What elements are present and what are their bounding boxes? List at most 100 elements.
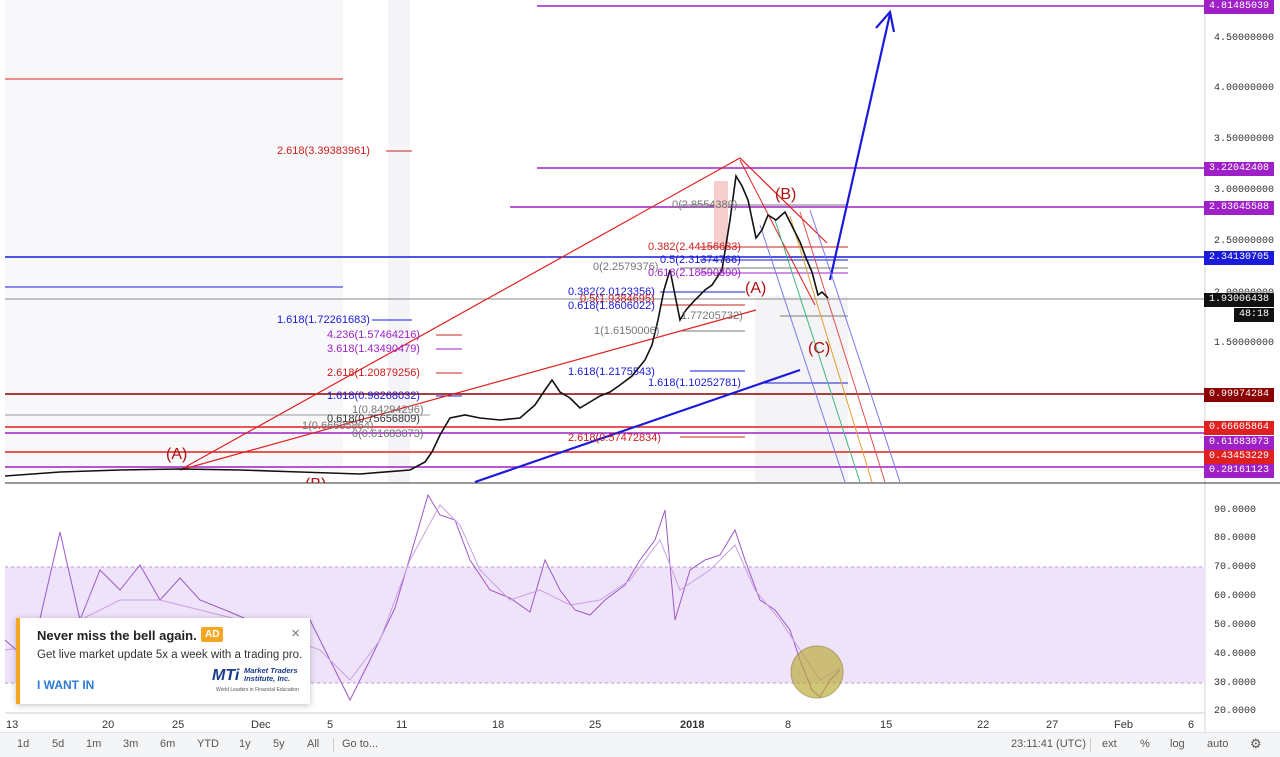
rsi-axis-label: 30.0000 [1214,678,1257,689]
time-axis-label: Feb [1114,719,1133,731]
arrow-head [875,9,896,33]
time-axis-label: 25 [589,719,602,731]
price-tag[interactable]: 1.93006438 [1203,293,1274,307]
price-axis-label: 3.00000000 [1214,185,1275,196]
ad-popup[interactable]: Never miss the bell again. AD × Get live… [16,618,310,704]
time-axis-label: Dec [251,719,271,731]
red-wedge[interactable] [179,309,757,471]
fib-label: 1.618(1.10252781) [648,377,741,389]
wave-label[interactable]: (B) [775,186,797,203]
wave-label[interactable]: (A) [745,280,767,297]
fib-label: 0(2.8554389) [672,199,738,211]
rsi-axis-label: 80.0000 [1214,533,1257,544]
close-icon[interactable]: × [291,625,300,642]
red-triangle[interactable] [179,157,828,471]
shaded-zone [5,0,343,470]
blue-trendline[interactable] [474,368,801,484]
range-1d[interactable]: 1d [17,738,30,750]
fib-label: 0.618(1.8606022) [568,300,655,312]
toolbar-separator [333,738,334,752]
goto-button[interactable]: Go to... [342,738,379,750]
red-leg[interactable] [739,159,816,306]
range-1m[interactable]: 1m [86,738,102,750]
bottom-toolbar: 1d 5d 1m 3m 6m YTD 1y 5y All Go to... 23… [0,732,1280,757]
highlight-box [714,181,728,247]
time-axis-label: 8 [785,719,792,731]
toolbar-separator [1090,738,1091,752]
i-want-in-button[interactable]: I WANT IN [37,678,95,692]
wave-label[interactable]: (C) [808,340,831,357]
fib-label: 1(1.6150006) [594,325,660,337]
price-tag[interactable]: 0.43453229 [1203,450,1274,464]
fib-label: 3.618(1.43490479) [327,343,420,355]
fib-label: 1.77205732) [681,310,743,322]
time-axis-label: 2018 [680,719,705,731]
mti-logo: MTi Market Traders Institute, Inc. World… [212,665,308,695]
fib-label: 2.618(0.57472834) [568,432,661,444]
range-6m[interactable]: 6m [160,738,176,750]
fib-label: 1.618(0.98268032) [327,390,420,402]
rsi-highlight-circle[interactable] [790,645,844,699]
fib-label: 2.618(1.20879256) [327,367,420,379]
rsi-axis-label: 70.0000 [1214,562,1257,573]
settings-gear-icon[interactable]: ⚙ [1250,736,1262,751]
wave-label[interactable]: (A) [166,446,188,463]
fib-label: 4.236(1.57464216) [327,329,420,341]
price-axis-label: 4.50000000 [1214,33,1275,44]
fib-label: 0.5(2.31374766) [660,254,741,266]
logo-tagline: World Leaders in Financial Education [216,687,299,693]
rsi-axis-label: 40.0000 [1214,649,1257,660]
range-all[interactable]: All [307,738,320,750]
fib-label: 0(0.61683073) [352,428,424,440]
time-axis-label: 27 [1046,719,1059,731]
price-tag[interactable]: 4.81485039 [1203,0,1274,14]
wave-label[interactable]: (B) [305,476,326,483]
range-5d[interactable]: 5d [52,738,65,750]
auto-toggle[interactable]: auto [1207,738,1229,750]
price-tag[interactable]: 0.66605864 [1203,421,1274,435]
pitchfork[interactable] [759,209,901,483]
clock[interactable]: 23:11:41 (UTC) [1011,738,1086,750]
price-tag[interactable]: 3.22042408 [1203,162,1274,176]
ext-toggle[interactable]: ext [1102,738,1117,750]
price-tag[interactable]: 0.28161123 [1203,464,1274,478]
range-ytd[interactable]: YTD [197,738,219,750]
fib-label: 1.618(1.72261683) [277,314,370,326]
time-axis-label: 25 [172,719,185,731]
price-chart[interactable] [0,0,1280,732]
countdown-tag: 48:18 [1233,308,1274,322]
range-5y[interactable]: 5y [273,738,285,750]
shaded-zone [388,0,410,483]
range-3m[interactable]: 3m [123,738,139,750]
rsi-series [4,493,841,702]
log-toggle[interactable]: log [1170,738,1185,750]
fib-label: 0.618(2.18590890) [648,267,741,279]
fib-label: 1.618(1.2175543) [568,366,655,378]
price-series[interactable] [4,173,829,477]
fib-label: 0.382(2.44156683) [648,241,741,253]
logo-mark: MTi [212,667,240,684]
time-axis-label: 5 [327,719,334,731]
time-axis-label: 13 [6,719,19,731]
fib-label: 1(0.84294296) [352,404,424,416]
price-tag[interactable]: 0.61683073 [1203,436,1274,450]
price-tag[interactable]: 2.34130705 [1203,251,1274,265]
rsi-axis-label: 50.0000 [1214,620,1257,631]
time-axis-label: 15 [880,719,893,731]
price-tag[interactable]: 2.83645588 [1203,201,1274,215]
ad-badge: AD [201,627,224,642]
rsi-signal [4,504,841,681]
time-axis-label: 11 [396,719,408,731]
range-1y[interactable]: 1y [239,738,251,750]
rsi-axis-label: 90.0000 [1214,505,1257,516]
time-axis-label: 6 [1188,719,1195,731]
rsi-axis-label: 60.0000 [1214,591,1257,602]
price-tag[interactable]: 0.99974284 [1203,388,1274,402]
fib-label: 0.618(0.75656809) [327,413,420,425]
price-axis-label: 2.50000000 [1214,236,1275,247]
projection-arrow[interactable] [828,13,892,281]
percent-toggle[interactable]: % [1140,738,1150,750]
popup-title: Never miss the bell again. [37,628,197,643]
fib-label: 0.5(1.9384695) [580,293,655,305]
